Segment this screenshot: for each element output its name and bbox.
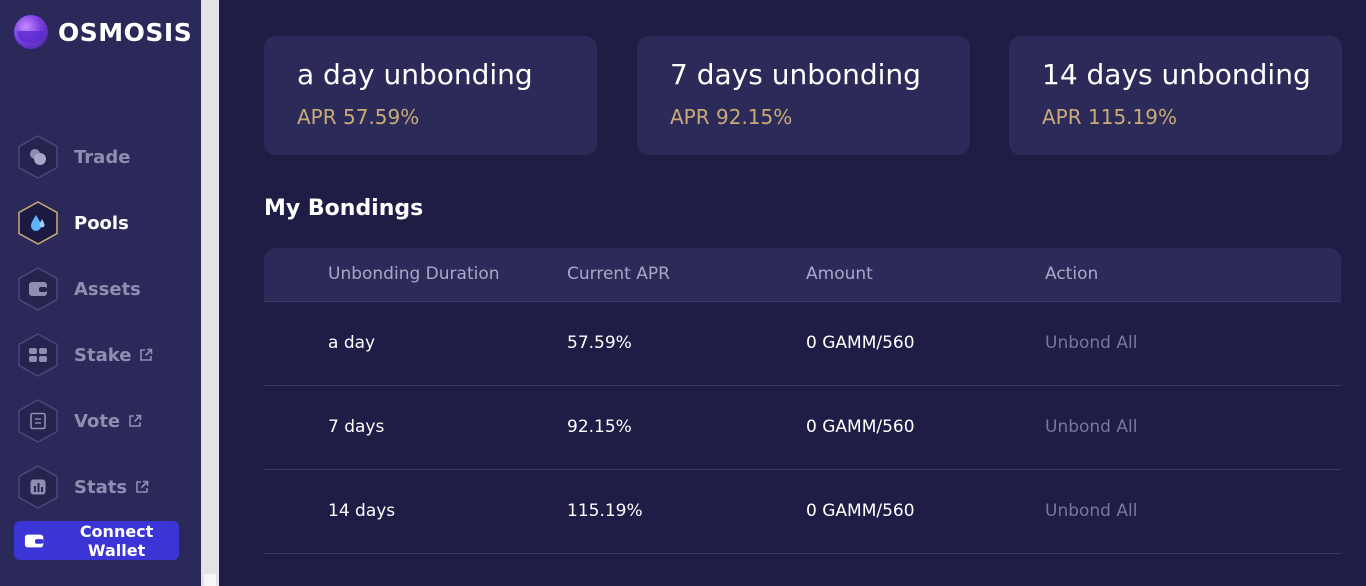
nav-label-stats: Stats — [74, 476, 128, 498]
unbond-all-button[interactable]: Unbond All — [1045, 417, 1138, 437]
nav-label-vote: Vote — [74, 410, 121, 432]
nav-item-assets[interactable]: Assets — [18, 267, 141, 311]
connect-wallet-label: Connect Wallet — [79, 521, 154, 560]
card-apr: APR 92.15% — [670, 105, 793, 129]
nav-item-pools[interactable]: Pools — [18, 201, 129, 245]
nav-label-pools: Pools — [74, 212, 129, 234]
unbonding-card-7-days[interactable]: 7 days unbonding APR 92.15% — [637, 36, 970, 155]
card-title: 7 days unbonding — [670, 58, 921, 91]
bondings-table: Unbonding Duration Current APR Amount Ac… — [264, 248, 1341, 554]
nav-item-stats[interactable]: Stats — [18, 465, 149, 509]
card-title: a day unbonding — [297, 58, 533, 91]
sidebar: OSMOSIS Trade Pools Assets Stake — [0, 0, 201, 586]
table-row: 7 days 92.15% 0 GAMM/560 Unbond All — [264, 386, 1341, 470]
unbonding-card-14-days[interactable]: 14 days unbonding APR 115.19% — [1009, 36, 1342, 155]
cell-amount: 0 GAMM/560 — [806, 417, 915, 437]
cell-amount: 0 GAMM/560 — [806, 501, 915, 521]
cell-apr: 92.15% — [567, 417, 632, 437]
unbond-all-button[interactable]: Unbond All — [1045, 333, 1138, 353]
column-header-action: Action — [1045, 264, 1099, 284]
stats-icon — [18, 465, 58, 509]
sidebar-scrollbar[interactable] — [201, 0, 219, 586]
nav-label-trade: Trade — [74, 146, 131, 168]
column-header-apr: Current APR — [567, 264, 670, 284]
external-link-icon — [136, 480, 149, 493]
table-row: 14 days 115.19% 0 GAMM/560 Unbond All — [264, 470, 1341, 554]
card-apr: APR 115.19% — [1042, 105, 1177, 129]
cell-duration: a day — [328, 333, 376, 353]
my-bondings-title: My Bondings — [264, 196, 424, 221]
cell-amount: 0 GAMM/560 — [806, 333, 915, 353]
scrollbar-thumb[interactable] — [204, 574, 216, 586]
vote-icon — [18, 399, 58, 443]
pools-icon — [18, 201, 58, 245]
stake-icon — [18, 333, 58, 377]
nav-item-trade[interactable]: Trade — [18, 135, 130, 179]
cell-duration: 14 days — [328, 501, 396, 521]
unbond-all-button[interactable]: Unbond All — [1045, 501, 1138, 521]
wallet-icon — [24, 534, 44, 547]
connect-wallet-button[interactable]: Connect Wallet — [14, 521, 179, 560]
osmosis-logo-icon — [14, 15, 48, 49]
brand-name: OSMOSIS — [58, 17, 193, 47]
nav-item-vote[interactable]: Vote — [18, 399, 142, 443]
trade-icon — [18, 135, 58, 179]
table-row: a day 57.59% 0 GAMM/560 Unbond All — [264, 302, 1341, 386]
assets-icon — [18, 267, 58, 311]
unbonding-card-1-day[interactable]: a day unbonding APR 57.59% — [264, 36, 597, 155]
cell-apr: 57.59% — [567, 333, 632, 353]
nav-item-stake[interactable]: Stake — [18, 333, 153, 377]
card-title: 14 days unbonding — [1042, 58, 1311, 91]
brand-logo[interactable]: OSMOSIS — [14, 12, 192, 52]
nav-label-assets: Assets — [74, 278, 141, 300]
column-header-duration: Unbonding Duration — [328, 264, 500, 284]
external-link-icon — [140, 348, 153, 361]
cell-duration: 7 days — [328, 417, 385, 437]
cell-apr: 115.19% — [567, 501, 643, 521]
external-link-icon — [129, 414, 142, 427]
column-header-amount: Amount — [806, 264, 873, 284]
nav-label-stake: Stake — [74, 344, 132, 366]
card-apr: APR 57.59% — [297, 105, 420, 129]
table-header: Unbonding Duration Current APR Amount Ac… — [264, 248, 1341, 302]
